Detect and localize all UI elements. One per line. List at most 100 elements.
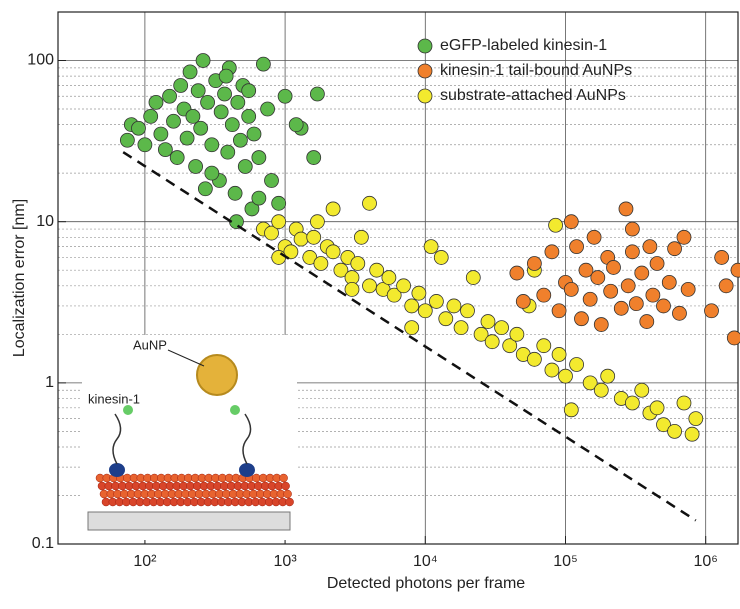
point (148, 94, 164, 110)
point (131, 120, 146, 136)
tubulin (283, 489, 292, 499)
point (325, 201, 341, 217)
x-tick-label: 10⁶ (693, 553, 717, 570)
point (271, 214, 287, 230)
point (251, 190, 267, 206)
point (404, 320, 420, 336)
point (404, 298, 420, 314)
point (271, 250, 287, 265)
inset-label: AuNP (133, 337, 167, 352)
point (396, 278, 411, 294)
point (411, 285, 427, 301)
point (645, 287, 661, 303)
point (197, 181, 213, 197)
point (593, 317, 609, 332)
point (255, 56, 271, 72)
point (590, 270, 606, 285)
point (190, 83, 206, 99)
point (251, 150, 267, 165)
point (618, 201, 634, 217)
point (173, 78, 189, 93)
point (620, 278, 636, 294)
point (169, 150, 185, 165)
point (536, 287, 552, 303)
point (224, 117, 240, 133)
point (502, 338, 518, 354)
tubulin (285, 497, 294, 507)
point (551, 347, 567, 362)
point (624, 244, 640, 260)
point (582, 291, 598, 307)
point (293, 231, 309, 247)
point (166, 113, 181, 129)
pointer (167, 349, 205, 367)
point (667, 423, 682, 439)
point (344, 281, 360, 297)
point (306, 229, 322, 245)
legend-marker (417, 88, 433, 104)
point (563, 214, 579, 230)
point (718, 278, 734, 294)
point (153, 126, 169, 142)
point (563, 281, 579, 297)
point (600, 368, 616, 384)
point (676, 395, 692, 411)
x-tick-label: 10³ (274, 553, 298, 570)
legend-label: eGFP-labeled kinesin-1 (440, 37, 607, 54)
point (593, 382, 609, 398)
point (200, 94, 215, 110)
point (362, 278, 377, 294)
point (264, 225, 279, 241)
point (325, 244, 341, 260)
point (182, 64, 198, 80)
point (143, 109, 159, 124)
point (137, 137, 153, 153)
aunp (196, 354, 238, 396)
point (656, 298, 671, 314)
point (260, 101, 275, 117)
point (536, 338, 552, 354)
point (213, 104, 229, 120)
point (193, 120, 209, 136)
point (526, 256, 542, 271)
point (369, 262, 385, 278)
point (227, 185, 243, 201)
point (667, 241, 682, 257)
reference-line (122, 151, 697, 522)
point (563, 402, 579, 418)
point (241, 109, 257, 124)
point (558, 368, 573, 384)
point (624, 395, 640, 411)
point (271, 195, 287, 211)
point (603, 283, 619, 299)
point (642, 239, 658, 255)
point (465, 270, 481, 285)
point (119, 132, 135, 148)
point (306, 150, 322, 165)
point (582, 375, 598, 391)
point (672, 305, 687, 321)
point (220, 144, 236, 160)
point (428, 294, 444, 309)
point (453, 320, 469, 336)
point (509, 265, 525, 281)
x-axis-label: Detected photons per frame (327, 575, 525, 592)
point (480, 314, 496, 329)
point (586, 229, 602, 245)
stalk (242, 413, 252, 465)
point (381, 270, 397, 285)
point (264, 173, 279, 188)
point (551, 303, 567, 319)
inset-diagram: AuNP kinesin-1 (82, 335, 297, 540)
point (624, 221, 640, 237)
point (246, 126, 262, 142)
substrate (87, 511, 291, 531)
point (179, 130, 195, 146)
point (417, 303, 433, 319)
gfp (230, 405, 240, 415)
point (362, 195, 377, 211)
x-tick-label: 10⁵ (553, 553, 577, 570)
point (433, 250, 449, 265)
point (446, 298, 462, 314)
